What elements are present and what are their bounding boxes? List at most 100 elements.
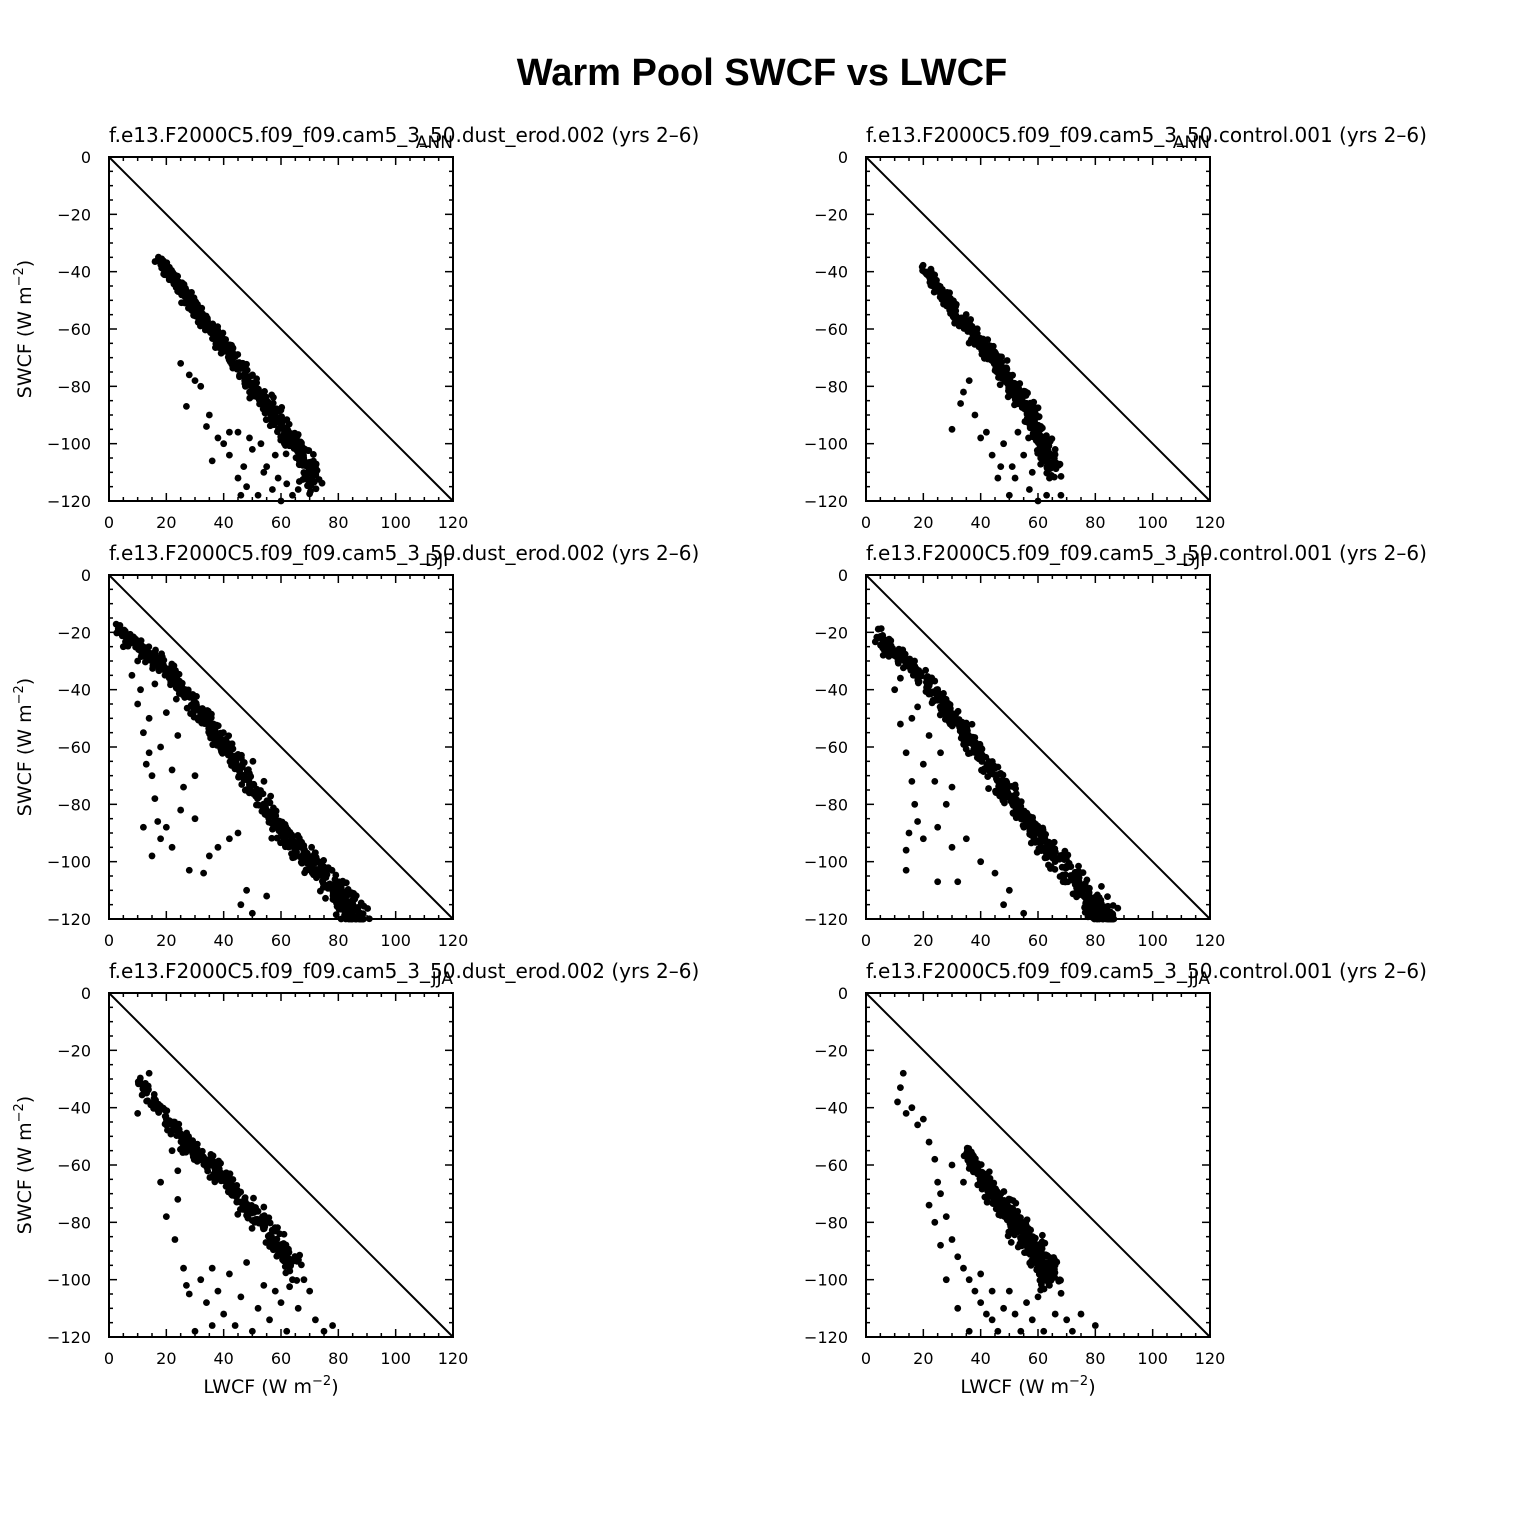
data-point: [994, 474, 1002, 482]
data-point: [177, 360, 185, 367]
data-point: [181, 1141, 189, 1148]
data-point: [197, 382, 205, 390]
data-point: [1009, 1211, 1017, 1219]
data-point: [986, 350, 994, 358]
data-point: [247, 372, 255, 380]
data-point: [1046, 474, 1053, 482]
data-point: [266, 1234, 274, 1242]
data-point: [246, 780, 254, 788]
data-point: [897, 674, 904, 682]
data-point: [1003, 357, 1011, 364]
data-point: [1000, 1202, 1008, 1210]
data-point: [980, 765, 988, 773]
plot-frame: [865, 156, 1211, 502]
data-point: [215, 333, 222, 340]
data-point: [208, 1264, 216, 1272]
x-tick-label: 0: [104, 513, 114, 532]
data-point: [1007, 1204, 1015, 1212]
data-point: [999, 795, 1007, 803]
data-point: [960, 1264, 967, 1272]
data-point: [894, 659, 902, 667]
data-point: [1013, 806, 1021, 814]
data-point: [1022, 418, 1030, 426]
data-point: [197, 1276, 205, 1284]
data-point: [996, 777, 1004, 785]
data-point: [260, 1282, 268, 1289]
data-point: [1042, 1277, 1050, 1284]
y-tick-label: 0: [838, 566, 848, 585]
data-point: [1046, 1282, 1053, 1289]
data-point: [310, 853, 318, 860]
data-point: [925, 1138, 933, 1146]
scatter-series: [112, 620, 373, 923]
data-point: [207, 1150, 215, 1158]
data-point: [226, 451, 233, 459]
y-tick-label: −100: [804, 1271, 848, 1290]
data-point: [206, 719, 214, 727]
data-point: [268, 834, 276, 842]
data-point: [226, 835, 233, 843]
x-tick-label: 40: [213, 513, 233, 532]
x-tick-label: 60: [271, 513, 291, 532]
data-point: [1035, 1262, 1043, 1270]
data-point: [334, 889, 341, 897]
data-point: [155, 1109, 163, 1116]
data-point: [155, 253, 162, 261]
data-point: [171, 1236, 179, 1243]
data-point: [134, 1110, 142, 1117]
y-tick-label: 0: [81, 148, 91, 167]
data-point: [162, 1121, 170, 1129]
data-point: [1000, 1188, 1008, 1195]
data-point: [937, 1241, 944, 1249]
data-point: [934, 823, 942, 831]
y-tick-label: −80: [57, 795, 91, 814]
data-point: [320, 871, 328, 879]
y-tick-label: −20: [814, 205, 848, 224]
data-point: [248, 909, 256, 917]
data-point: [1031, 1240, 1038, 1247]
data-point: [1002, 374, 1010, 381]
data-point: [874, 625, 882, 633]
data-point: [977, 858, 985, 866]
data-point: [967, 1156, 975, 1164]
data-point: [1057, 1289, 1065, 1297]
y-tick-label: −100: [47, 853, 91, 872]
data-point: [286, 1283, 293, 1291]
data-point: [274, 428, 281, 436]
data-point: [943, 714, 951, 721]
data-point: [1051, 1310, 1059, 1318]
data-point: [227, 346, 234, 354]
data-point: [1019, 822, 1027, 829]
data-point: [193, 1145, 201, 1153]
x-tick-label: 40: [213, 1349, 233, 1368]
data-point: [140, 729, 147, 737]
data-point: [214, 1287, 222, 1295]
y-tick-label: −40: [57, 1099, 91, 1118]
data-point: [183, 403, 190, 410]
x-tick-label: 120: [438, 931, 469, 950]
data-point: [943, 293, 951, 301]
data-point: [195, 705, 203, 713]
data-point: [929, 696, 937, 704]
data-point: [254, 1304, 262, 1312]
data-point: [167, 668, 175, 676]
data-point: [1070, 876, 1078, 883]
data-point: [119, 643, 127, 651]
data-point: [157, 743, 165, 751]
data-point: [1047, 1276, 1055, 1284]
data-point: [320, 1327, 328, 1335]
y-tick-label: 0: [81, 984, 91, 1003]
data-point: [254, 795, 261, 802]
data-point: [1014, 382, 1021, 390]
data-point: [919, 1115, 927, 1123]
data-point: [990, 1198, 998, 1206]
data-point: [289, 491, 296, 499]
x-tick-label: 100: [1137, 1349, 1168, 1368]
data-point: [295, 834, 303, 842]
data-point: [234, 474, 242, 482]
data-point: [991, 869, 999, 877]
data-point: [249, 757, 257, 765]
data-point: [161, 1106, 169, 1114]
data-point: [191, 815, 199, 823]
data-point: [1098, 882, 1105, 890]
